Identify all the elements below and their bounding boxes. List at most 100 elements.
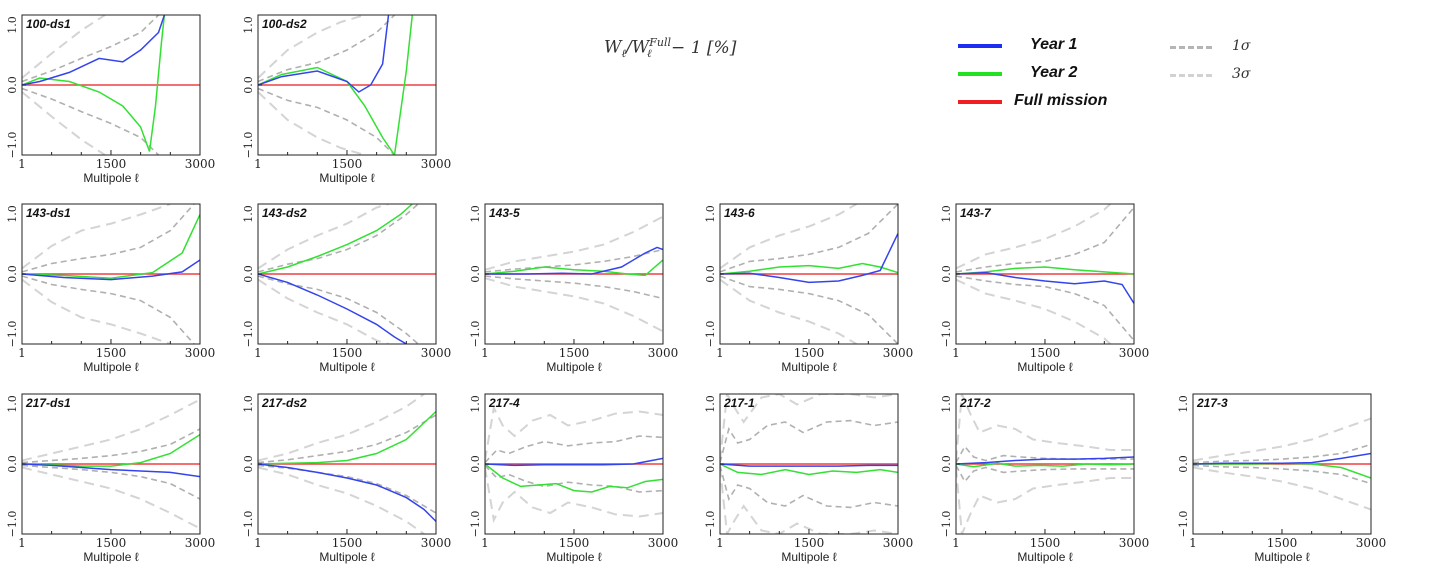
xlabel-217-1: Multipole ℓ: [781, 550, 836, 564]
sig1-upper-217-ds2: [258, 414, 436, 464]
xtick-label-217-4: 1500: [559, 536, 590, 550]
sig1-upper-100-ds1: [22, 15, 160, 83]
sig3-upper-217-1: [720, 394, 898, 461]
sig1-upper-217-4: [485, 435, 663, 464]
panel-143-5: 1 1500 3000 Multipole ℓ −1.0 0.0 1.0 143-5: [469, 203, 679, 374]
xtick-label-217-ds2: 1500: [332, 536, 363, 550]
year1-line-143-ds2: [258, 273, 407, 344]
ytick-label-100-ds1: 0.0: [6, 76, 19, 94]
year2-line-143-ds2: [258, 204, 413, 275]
panel-title-143-ds2: 143-ds2: [262, 206, 307, 220]
year1-line-217-ds2: [258, 463, 436, 522]
xlabel-100-ds2: Multipole ℓ: [319, 171, 374, 185]
legend-line-full: [958, 100, 1002, 104]
panel-217-ds1: 1 1500 3000 Multipole ℓ −1.0 0.0 1.0 217-ds1: [6, 393, 215, 564]
panel-143-7: 1 1500 3000 Multipole ℓ −1.0 0.0 1.0 143-7: [940, 203, 1149, 374]
ytick-label-217-ds1: 0.0: [6, 455, 19, 473]
sig3-lower-217-ds1: [22, 466, 200, 530]
xtick-label-217-3: 1500: [1267, 536, 1298, 550]
xtick-label-143-ds1: 3000: [185, 346, 216, 360]
xlabel-143-6: Multipole ℓ: [781, 360, 836, 374]
panel-title-100-ds2: 100-ds2: [262, 17, 307, 31]
year1-line-143-5: [485, 246, 663, 275]
xlabel-217-4: Multipole ℓ: [546, 550, 601, 564]
ytick-label-217-2: −1.0: [940, 511, 953, 538]
sig3-upper-143-7: [956, 204, 1111, 270]
panel-curves-143-ds2: [258, 204, 436, 344]
ytick-label-143-7: 0.0: [940, 265, 953, 283]
xtick-label-100-ds2: 1500: [332, 157, 363, 171]
year2-line-217-2: [956, 462, 1134, 468]
year1-line-143-ds1: [22, 259, 200, 281]
sig1-lower-143-ds2: [258, 275, 419, 344]
xtick-label-217-1: 1500: [794, 536, 825, 550]
sig3-lower-100-ds2: [258, 91, 366, 155]
ytick-label-217-1: 0.0: [704, 455, 717, 473]
ytick-label-100-ds2: −1.0: [242, 132, 255, 159]
sig1-lower-217-1: [720, 465, 898, 509]
panel-217-4: 1 1500 3000 Multipole ℓ −1.0 0.0 1.0 217-4: [469, 393, 679, 564]
sig3-upper-143-5: [485, 215, 663, 271]
sig3-upper-217-3: [1193, 417, 1371, 462]
sig3-lower-143-6: [720, 278, 858, 344]
sig3-upper-100-ds1: [22, 15, 106, 79]
year2-line-217-ds1: [22, 433, 200, 467]
sig3-lower-143-ds2: [258, 278, 389, 344]
xtick-label-143-6: 3000: [883, 346, 914, 360]
ytick-label-143-5: 0.0: [469, 265, 482, 283]
panel-143-6: 1 1500 3000 Multipole ℓ −1.0 0.0 1.0 143-6: [704, 203, 914, 374]
year1-line-217-ds1: [22, 463, 200, 478]
legend-label-1sigma: 1σ: [1232, 38, 1251, 54]
panel-title-217-ds2: 217-ds2: [261, 396, 307, 410]
xtick-label-217-2: 1: [952, 536, 960, 550]
xlabel-143-5: Multipole ℓ: [546, 360, 601, 374]
ytick-label-217-3: 1.0: [1177, 395, 1190, 413]
ytick-label-217-3: 0.0: [1177, 455, 1190, 473]
panel-title-217-2: 217-2: [959, 396, 991, 410]
panel-title-143-7: 143-7: [960, 206, 992, 220]
sig3-lower-100-ds1: [22, 91, 106, 155]
sig1-lower-217-2: [956, 465, 1134, 483]
heading-sub2: ℓ: [647, 47, 652, 61]
year2-line-217-1: [720, 463, 898, 476]
legend-line-year1: [958, 44, 1002, 48]
panel-curves-217-4: [485, 404, 663, 524]
xtick-label-143-6: 1500: [794, 346, 825, 360]
xtick-label-217-4: 1: [481, 536, 489, 550]
sig3-lower-217-4: [485, 467, 663, 524]
year2-line-143-6: [720, 262, 898, 275]
sig1-upper-100-ds2: [258, 15, 396, 83]
xtick-label-217-4: 3000: [648, 536, 679, 550]
sig3-upper-217-4: [485, 404, 663, 461]
legend-label-year1: Year 1: [1030, 36, 1078, 53]
ytick-label-217-2: 1.0: [940, 395, 953, 413]
sig3-upper-143-ds1: [22, 204, 171, 270]
xlabel-143-7: Multipole ℓ: [1017, 360, 1072, 374]
xtick-label-100-ds2: 1: [254, 157, 262, 171]
ytick-label-143-ds1: 1.0: [6, 205, 19, 223]
legend-line-1sigma: [1170, 46, 1212, 49]
panel-curves-217-3: [1193, 417, 1371, 511]
xtick-label-100-ds2: 3000: [421, 157, 452, 171]
heading-mid: /W: [626, 37, 650, 58]
sig3-lower-217-2: [956, 467, 1134, 534]
sig1-upper-217-2: [956, 445, 1134, 463]
ytick-label-217-2: 0.0: [940, 455, 953, 473]
sig1-lower-100-ds2: [258, 87, 396, 155]
xtick-label-217-ds1: 1: [18, 536, 26, 550]
ytick-label-100-ds2: 0.0: [242, 76, 255, 94]
panel-title-217-3: 217-3: [1196, 396, 1228, 410]
panel-curves-217-2: [956, 394, 1134, 534]
panel-217-1: 1 1500 3000 Multipole ℓ −1.0 0.0 1.0 217-1: [704, 393, 913, 564]
xtick-label-100-ds1: 1: [18, 157, 26, 171]
xtick-label-143-5: 3000: [648, 346, 679, 360]
year1-line-100-ds1: [22, 15, 166, 86]
heading-tail: − 1 [%]: [665, 37, 737, 58]
sig1-lower-217-4: [485, 464, 663, 493]
year2-line-100-ds1: [22, 15, 166, 152]
ytick-label-143-ds1: 0.0: [6, 265, 19, 283]
xtick-label-143-5: 1: [481, 346, 489, 360]
panel-title-217-1: 217-1: [723, 396, 755, 410]
ytick-label-217-3: −1.0: [1177, 511, 1190, 538]
